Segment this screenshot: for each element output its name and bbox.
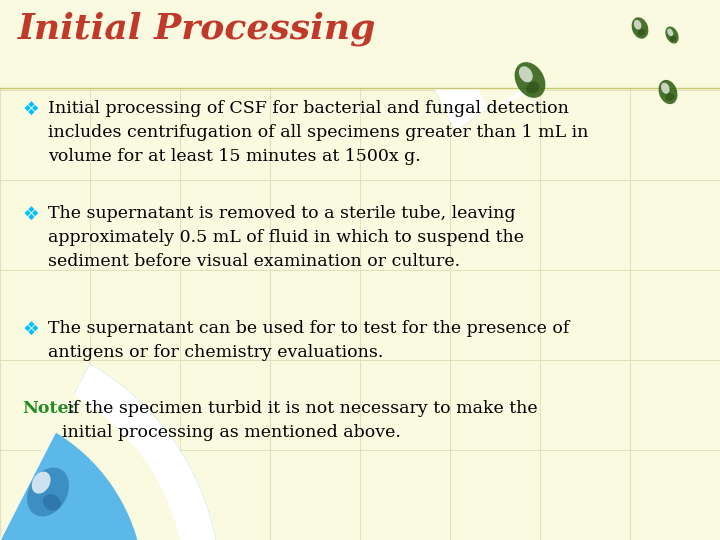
Text: if the specimen turbid it is not necessary to make the
initial processing as men: if the specimen turbid it is not necessa… — [62, 400, 538, 441]
Ellipse shape — [519, 66, 533, 82]
Polygon shape — [410, 0, 720, 130]
Ellipse shape — [665, 26, 679, 44]
Polygon shape — [0, 365, 220, 540]
Text: Initial processing of CSF for bacterial and fungal detection
includes centrifuga: Initial processing of CSF for bacterial … — [48, 100, 588, 165]
Text: ❖: ❖ — [22, 100, 39, 119]
Polygon shape — [0, 395, 185, 540]
Text: Note:: Note: — [22, 400, 75, 417]
Text: The supernatant can be used for to test for the presence of
antigens or for chem: The supernatant can be used for to test … — [48, 320, 570, 361]
Ellipse shape — [631, 17, 649, 39]
Ellipse shape — [42, 494, 61, 511]
Ellipse shape — [638, 29, 646, 36]
Polygon shape — [410, 0, 720, 130]
Ellipse shape — [659, 80, 678, 104]
Ellipse shape — [667, 29, 673, 36]
Ellipse shape — [634, 20, 642, 30]
Ellipse shape — [32, 471, 50, 494]
Text: The supernatant is removed to a sterile tube, leaving
approximately 0.5 mL of fl: The supernatant is removed to a sterile … — [48, 205, 524, 271]
Text: ❖: ❖ — [22, 320, 39, 339]
Polygon shape — [450, 0, 720, 110]
Ellipse shape — [27, 468, 69, 516]
Ellipse shape — [515, 62, 546, 98]
Bar — [0, 0, 720, 88]
Ellipse shape — [665, 93, 674, 101]
Text: ❖: ❖ — [22, 205, 39, 224]
Ellipse shape — [661, 83, 670, 94]
Ellipse shape — [526, 82, 539, 93]
Ellipse shape — [670, 36, 676, 42]
Polygon shape — [0, 365, 220, 540]
Text: Initial Processing: Initial Processing — [18, 12, 377, 46]
